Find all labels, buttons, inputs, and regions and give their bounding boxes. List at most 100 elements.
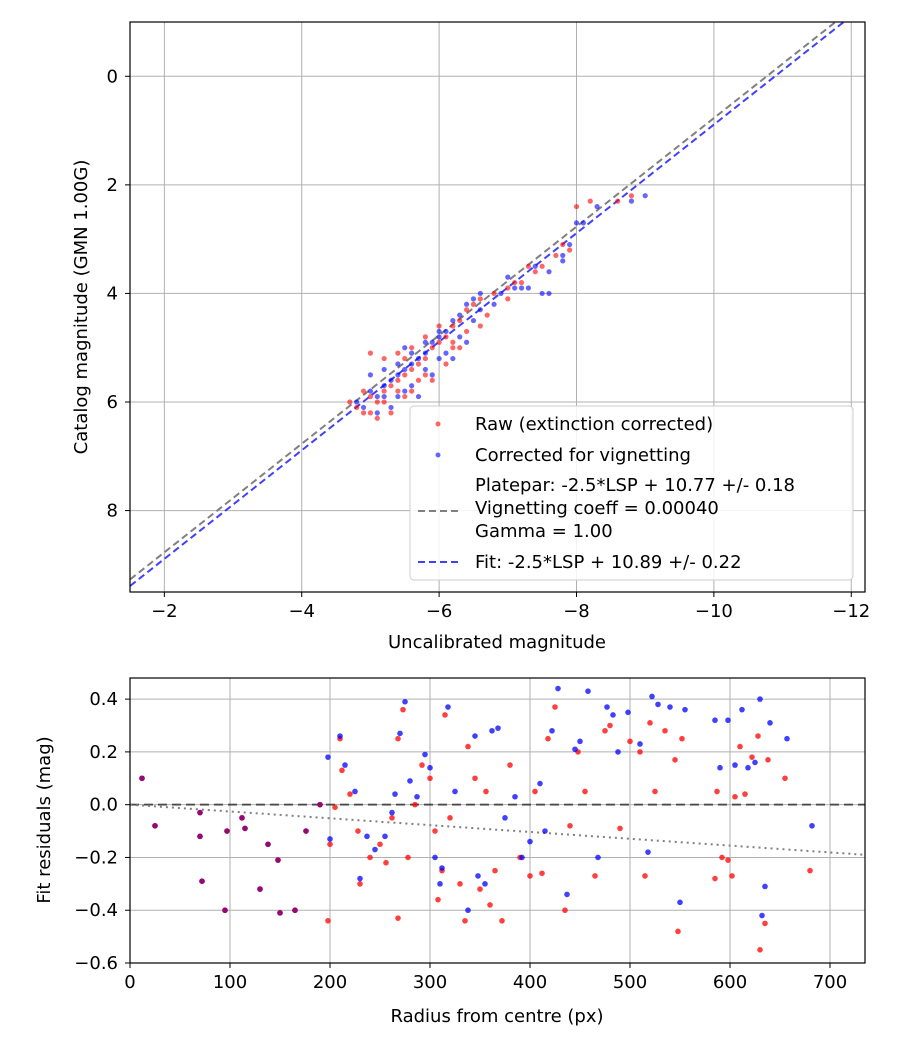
- bottom-chart-frame: [129, 677, 866, 964]
- raw-point: [381, 399, 387, 405]
- raw-point: [484, 312, 490, 318]
- corrected-residual-point: [549, 727, 555, 734]
- corrected-residual-point: [604, 704, 610, 710]
- raw-residual-point: [712, 875, 718, 882]
- top-chart-reference-lines: [130, 22, 846, 588]
- corrected-residual-point: [577, 738, 583, 745]
- corrected-point: [518, 285, 525, 291]
- raw-residual-point: [762, 920, 768, 927]
- raw-residual-point: [729, 873, 735, 879]
- legend-raw-label: Raw (extinction corrected): [475, 414, 713, 435]
- corrected-residual-point: [564, 891, 570, 898]
- overlap-residual-point: [317, 801, 323, 808]
- raw-residual-point: [539, 870, 545, 877]
- fit-line: [130, 22, 846, 588]
- corrected-point: [360, 404, 367, 411]
- top-x-tick-label: −6: [426, 601, 453, 622]
- raw-residual-point: [582, 788, 588, 795]
- corrected-residual-point: [637, 741, 643, 747]
- corrected-point: [450, 317, 456, 324]
- corrected-residual-point: [757, 696, 763, 702]
- raw-point: [409, 345, 415, 351]
- top-x-tick-label: −12: [832, 601, 870, 622]
- corrected-residual-point: [325, 754, 331, 760]
- bottom-y-tick-label: 0.4: [89, 689, 118, 710]
- raw-point: [539, 263, 545, 269]
- raw-point: [532, 269, 538, 275]
- corrected-residual-point: [372, 846, 378, 853]
- top-x-tick-label: −10: [695, 601, 733, 622]
- corrected-point: [505, 274, 511, 280]
- legend-corrected-label: Corrected for vignetting: [475, 445, 691, 466]
- raw-residual-point: [377, 841, 383, 848]
- overlap-residual-point: [139, 775, 145, 782]
- raw-point: [402, 355, 408, 362]
- top-x-axis-label: Uncalibrated magnitude: [388, 632, 606, 653]
- corrected-point: [450, 355, 456, 362]
- overlap-residual-point: [257, 886, 263, 892]
- raw-residual-point: [617, 825, 623, 832]
- corrected-point: [443, 350, 449, 356]
- raw-residual-point: [607, 722, 613, 729]
- corrected-point: [409, 361, 415, 367]
- overlap-residual-point: [303, 828, 309, 834]
- corrected-residual-point: [337, 733, 343, 739]
- corrected-residual-point: [752, 759, 758, 766]
- corrected-point: [580, 220, 586, 226]
- corrected-residual-point: [649, 693, 655, 700]
- corrected-point: [436, 328, 442, 335]
- corrected-point: [415, 393, 422, 400]
- corrected-residual-point: [645, 849, 651, 855]
- raw-residual-point: [652, 788, 658, 795]
- corrected-point: [539, 290, 545, 297]
- bottom-x-axis-label: Radius from centre (px): [390, 1006, 603, 1027]
- raw-point: [553, 252, 559, 259]
- bottom-x-tick-label: 100: [213, 972, 247, 993]
- overlap-residual-point: [199, 878, 205, 884]
- raw-point: [615, 198, 621, 204]
- raw-residual-point: [552, 704, 558, 710]
- bottom-y-tick-label: −0.4: [74, 900, 118, 921]
- raw-residual-point: [545, 735, 551, 742]
- top-chart-points: [347, 193, 648, 421]
- top-x-tick-label: −4: [288, 601, 315, 622]
- raw-point: [491, 290, 497, 297]
- raw-point: [450, 339, 456, 345]
- corrected-point: [436, 355, 442, 362]
- raw-point: [573, 203, 580, 210]
- raw-point: [443, 334, 449, 340]
- bottom-x-tick-label: 700: [813, 972, 847, 993]
- corrected-residual-point: [465, 907, 471, 914]
- corrected-residual-point: [555, 685, 561, 692]
- corrected-point: [422, 366, 428, 373]
- corrected-point: [381, 366, 387, 373]
- raw-residual-point: [725, 857, 731, 863]
- raw-residual-point: [499, 917, 505, 924]
- raw-residual-point: [395, 915, 401, 921]
- raw-residual-point: [562, 907, 568, 914]
- corrected-residual-point: [625, 709, 631, 716]
- corrected-residual-point: [437, 881, 443, 887]
- raw-point: [354, 404, 360, 411]
- raw-residual-point: [532, 788, 538, 795]
- raw-residual-point: [412, 801, 418, 808]
- raw-residual-point: [749, 754, 755, 760]
- raw-residual-point: [627, 738, 633, 745]
- raw-residual-point: [742, 791, 748, 797]
- raw-residual-point: [567, 822, 573, 829]
- corrected-residual-point: [482, 881, 488, 887]
- raw-point: [450, 323, 456, 329]
- raw-residual-point: [492, 867, 498, 874]
- corrected-point: [402, 345, 408, 351]
- overlap-residual-point: [265, 841, 271, 848]
- raw-point: [436, 339, 442, 345]
- raw-residual-point: [339, 767, 345, 774]
- bottom-y-tick-label: 0.0: [89, 795, 118, 816]
- raw-residual-point: [477, 886, 483, 892]
- corrected-point: [402, 366, 408, 373]
- top-x-tick-label: −2: [151, 601, 178, 622]
- corrected-point: [402, 388, 408, 394]
- corrected-point: [381, 383, 387, 389]
- raw-residual-point: [355, 828, 361, 834]
